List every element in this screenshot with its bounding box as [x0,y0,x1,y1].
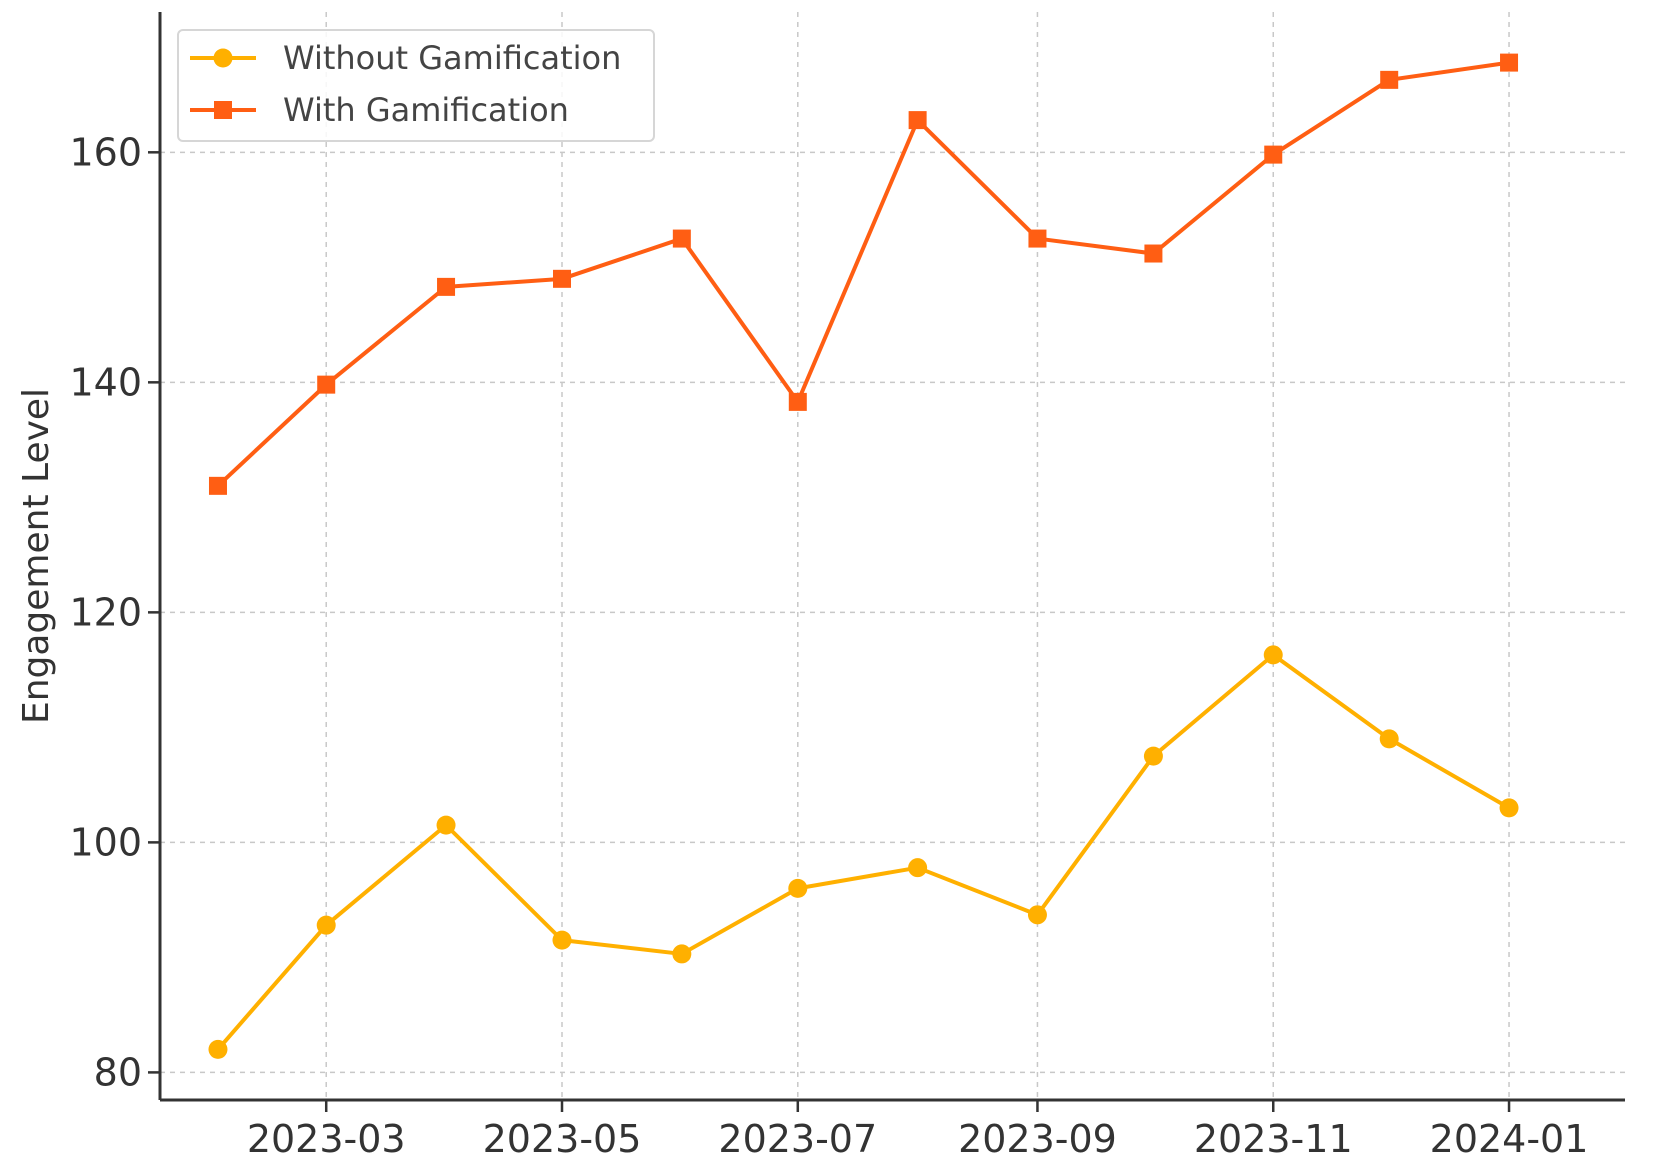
y-tick-label: 80 [94,1050,142,1094]
legend-box [177,29,655,142]
legend-marker-1 [213,48,233,68]
legend-marker-2 [214,101,232,119]
data-point [908,858,928,878]
data-point [1028,229,1047,248]
y-axis-label: Engagement Level [16,388,57,724]
data-point [672,229,691,248]
data-point [1263,645,1283,665]
legend-label-2: With Gamification [283,91,569,129]
data-point [1144,244,1163,263]
series-line-2 [216,60,1510,488]
y-tick-label: 160 [69,130,142,174]
data-point [1264,145,1283,164]
data-point [788,878,808,898]
x-tick-label: 2023-11 [1194,1117,1353,1161]
data-point [1027,905,1047,925]
data-point [1143,746,1163,766]
data-point [316,915,336,935]
data-point [1499,798,1519,818]
grid [160,12,1625,1100]
data-point [672,944,692,964]
series-line-1 [216,652,1511,1051]
data-point [908,111,927,130]
data-point [436,815,456,835]
data-point [208,476,227,495]
data-point [317,375,336,394]
y-tick-label: 140 [69,360,142,404]
x-tick-label: 2023-03 [247,1117,406,1161]
legend-label-1: Without Gamification [283,39,621,77]
y-tick-label: 120 [69,590,142,634]
data-point [1379,729,1399,749]
series [208,53,1519,1059]
legend: Without Gamification With Gamification [177,29,655,142]
data-point [1380,70,1399,89]
y-tick-label: 100 [69,820,142,864]
data-point [208,1039,228,1059]
axes [158,12,1625,1102]
data-point [788,392,807,411]
data-point [552,930,572,950]
x-tick-label: 2023-07 [718,1117,877,1161]
ticks: 80 100 120 140 160 2023-03 2023-05 2023-07 2023-… [69,130,1588,1161]
x-tick-label: 2023-09 [958,1117,1117,1161]
data-point [1500,53,1519,72]
data-point [553,269,572,288]
x-tick-label: 2024-01 [1430,1117,1589,1161]
x-tick-label: 2023-05 [483,1117,642,1161]
data-point [437,277,456,296]
